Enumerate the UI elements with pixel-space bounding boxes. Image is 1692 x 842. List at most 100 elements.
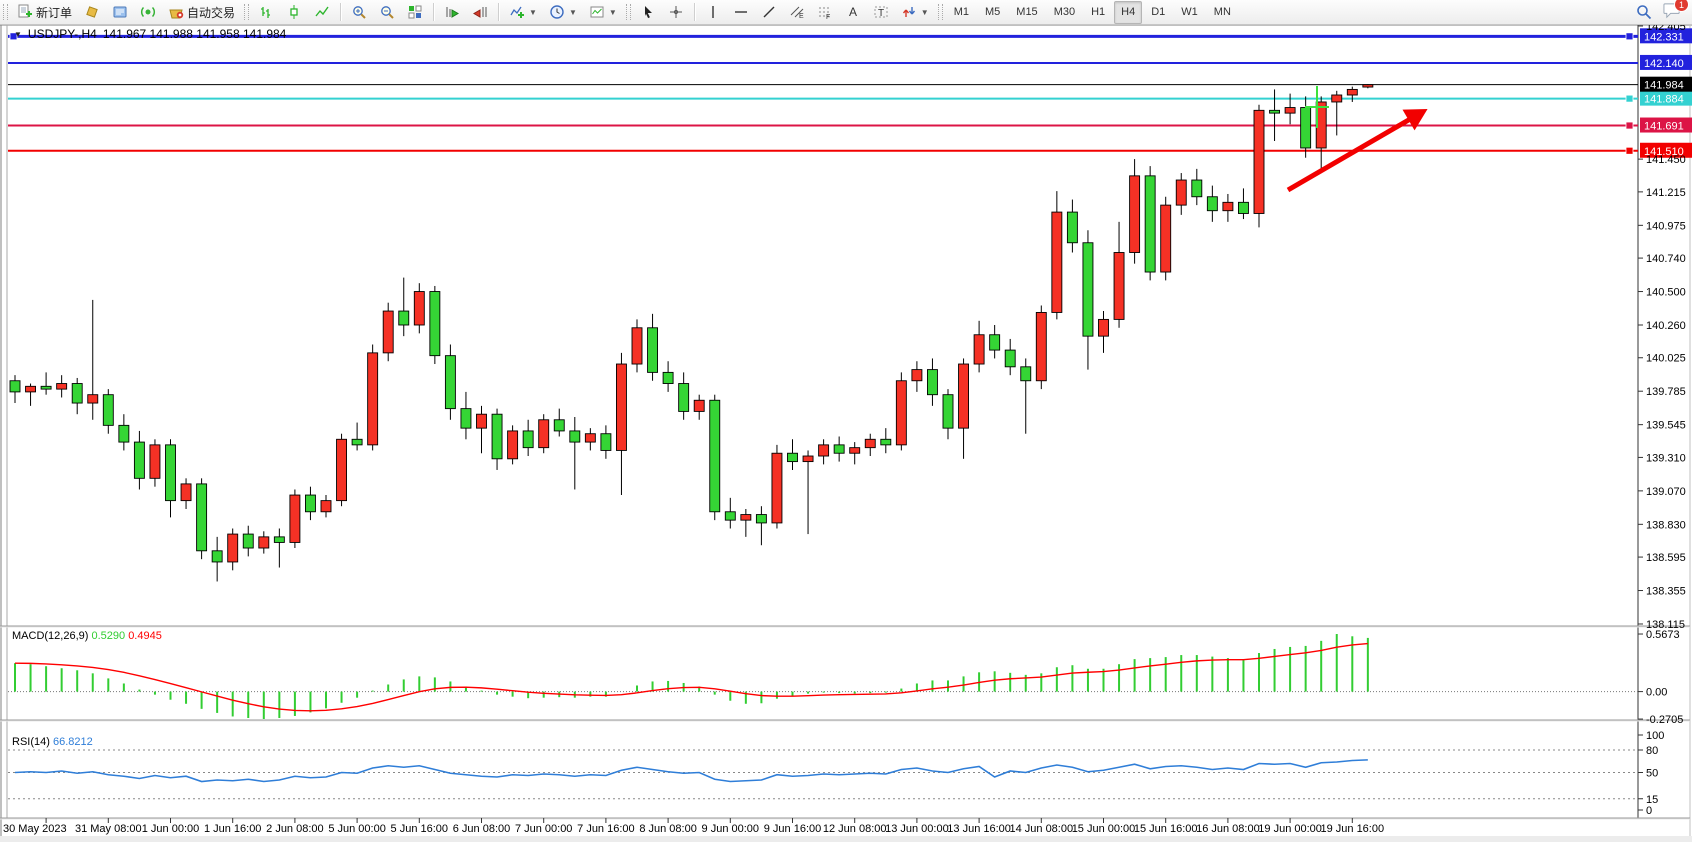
zoom-in-icon <box>353 6 366 19</box>
svg-text:9 Jun 16:00: 9 Jun 16:00 <box>764 823 822 835</box>
line-chart-mode-button[interactable] <box>309 3 335 21</box>
svg-text:E: E <box>799 13 804 20</box>
text-icon: A <box>849 5 857 19</box>
text-tool-button[interactable]: A <box>840 3 866 21</box>
svg-text:142.331: 142.331 <box>1644 31 1684 43</box>
svg-text:12 Jun 08:00: 12 Jun 08:00 <box>823 823 887 835</box>
svg-text:140.975: 140.975 <box>1646 220 1686 232</box>
crosshair-tool-button[interactable] <box>663 3 689 21</box>
fibonacci-tool-button[interactable]: F <box>812 3 838 21</box>
svg-text:139.310: 139.310 <box>1646 452 1686 464</box>
svg-text:140.500: 140.500 <box>1646 287 1686 299</box>
bar-chart-mode-button[interactable] <box>253 3 279 21</box>
toolbar-grip[interactable] <box>3 4 8 20</box>
channel-tool-button[interactable]: E <box>784 3 810 21</box>
trendline-icon <box>763 6 775 18</box>
horizontal-line-tool-button[interactable] <box>728 3 754 21</box>
svg-text:7 Jun 00:00: 7 Jun 00:00 <box>515 823 573 835</box>
line-chart-icon <box>315 6 329 17</box>
tab-timeframe-m5[interactable]: M5 <box>985 6 1001 18</box>
auto-trading-button[interactable]: 自动交易 <box>163 3 240 21</box>
tab-timeframe-m30[interactable]: M30 <box>1053 6 1076 18</box>
trendline-tool-button[interactable] <box>756 3 782 21</box>
svg-text:140.740: 140.740 <box>1646 253 1686 265</box>
svg-text:141.450: 141.450 <box>1646 154 1686 166</box>
svg-text:-0.2705: -0.2705 <box>1646 714 1683 726</box>
publisher-icon <box>113 6 127 18</box>
chart-shift-button[interactable] <box>467 3 493 21</box>
level-lines-layer[interactable]: 142.331 142.140 141.884 141.691 141.510 <box>8 28 1692 158</box>
ticket-button[interactable] <box>79 3 105 21</box>
line-handle[interactable] <box>1625 121 1634 130</box>
svg-text:6 Jun 08:00: 6 Jun 08:00 <box>453 823 511 835</box>
zoom-in-button[interactable] <box>346 3 372 21</box>
svg-text:15: 15 <box>1646 794 1658 806</box>
text-label-tool-button[interactable]: T <box>868 3 894 21</box>
tab-timeframe-d1[interactable]: D1 <box>1151 6 1166 18</box>
auto-trading-label: 自动交易 <box>187 5 236 20</box>
tab-timeframe-mn[interactable]: MN <box>1213 6 1231 18</box>
svg-text:1 Jun 00:00: 1 Jun 00:00 <box>142 823 200 835</box>
indicators-button[interactable]: ▼ <box>504 3 542 21</box>
ticket-icon <box>86 6 98 18</box>
new-order-button[interactable]: 新订单 <box>12 3 77 21</box>
vertical-line-tool-button[interactable] <box>700 3 726 21</box>
svg-text:138.595: 138.595 <box>1646 552 1686 564</box>
svg-text:30 May 2023: 30 May 2023 <box>3 823 67 835</box>
periods-button[interactable]: ▼ <box>544 3 582 21</box>
macd-pane: 0.5673 0.00 -0.2705 MACD(12,26,9) 0.5290 0.… <box>8 629 1683 726</box>
toolbar-grip[interactable] <box>625 4 631 20</box>
svg-text:139.785: 139.785 <box>1646 386 1686 398</box>
line-handle[interactable] <box>9 32 18 41</box>
svg-text:7 Jun 16:00: 7 Jun 16:00 <box>577 823 635 835</box>
signal-button[interactable] <box>135 3 161 21</box>
search-icon[interactable] <box>1635 3 1653 21</box>
auto-scroll-button[interactable] <box>439 3 465 21</box>
svg-text:0.00: 0.00 <box>1646 687 1667 699</box>
tab-timeframe-w1[interactable]: W1 <box>1181 6 1198 18</box>
templates-button[interactable]: ▼ <box>584 3 622 21</box>
svg-text:138.115: 138.115 <box>1646 619 1685 631</box>
svg-text:142.140: 142.140 <box>1644 58 1684 70</box>
svg-text:138.355: 138.355 <box>1646 586 1686 598</box>
toolbar-grip[interactable] <box>244 4 250 20</box>
new-order-icon <box>18 4 32 18</box>
tab-timeframe-m15[interactable]: M15 <box>1016 6 1038 18</box>
svg-text:13 Jun 00:00: 13 Jun 00:00 <box>885 823 949 835</box>
line-handle[interactable] <box>1625 94 1634 103</box>
chart-menu-icon[interactable]: ▼ <box>14 29 22 39</box>
time-axis[interactable]: 30 May 2023 31 May 08:00 1 Jun 00:00 1 Jun … <box>3 818 1384 835</box>
chevron-down-icon: ▼ <box>529 7 537 17</box>
toolbar-grip[interactable] <box>937 4 943 20</box>
svg-text:100: 100 <box>1646 730 1664 742</box>
annotations-layer[interactable] <box>1286 86 1428 193</box>
svg-text:2 Jun 08:00: 2 Jun 08:00 <box>266 823 324 835</box>
tab-timeframe-m1[interactable]: M1 <box>953 6 969 18</box>
fibonacci-icon: F <box>818 7 831 20</box>
arrows-tool-button[interactable]: ▼ <box>896 3 934 21</box>
cursor-icon <box>644 6 652 19</box>
tab-timeframe-h4[interactable]: H4 <box>1114 0 1143 24</box>
candlestick-mode-button[interactable] <box>281 3 307 21</box>
publisher-button[interactable] <box>107 3 133 21</box>
macd-label: MACD(12,26,9) 0.5290 0.4945 <box>12 630 162 642</box>
svg-text:0.5673: 0.5673 <box>1646 629 1680 641</box>
cursor-tool-button[interactable] <box>635 3 661 21</box>
tab-timeframe-h1[interactable]: H1 <box>1091 6 1106 18</box>
tile-windows-button[interactable] <box>402 3 428 21</box>
chevron-down-icon: ▼ <box>920 7 929 17</box>
svg-text:19 Jun 00:00: 19 Jun 00:00 <box>1258 823 1322 835</box>
svg-text:8 Jun 08:00: 8 Jun 08:00 <box>639 823 697 835</box>
svg-text:141.510: 141.510 <box>1644 146 1684 158</box>
line-handle[interactable] <box>1625 146 1634 155</box>
signal-icon <box>141 6 155 18</box>
svg-text:9 Jun 00:00: 9 Jun 00:00 <box>702 823 760 835</box>
svg-text:140.260: 140.260 <box>1646 320 1686 332</box>
chat-button[interactable]: 1 <box>1663 0 1689 22</box>
svg-text:50: 50 <box>1646 768 1658 780</box>
zoom-out-button[interactable] <box>374 3 400 21</box>
svg-text:15 Jun 16:00: 15 Jun 16:00 <box>1134 823 1198 835</box>
line-handle[interactable] <box>1625 32 1634 41</box>
